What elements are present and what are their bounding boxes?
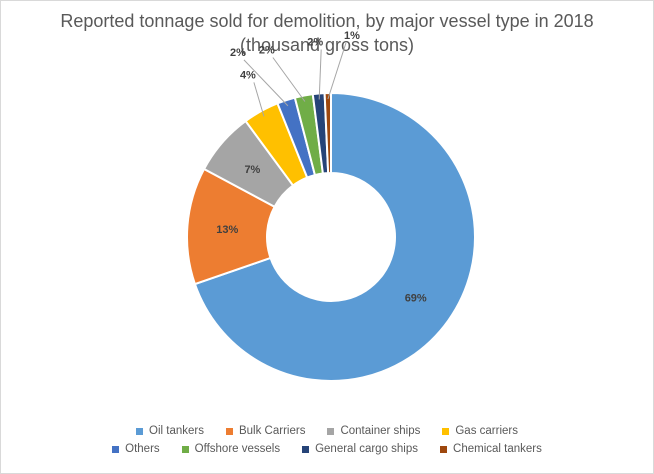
legend-swatch bbox=[112, 445, 120, 453]
leader-line bbox=[243, 59, 289, 107]
legend-label: Chemical tankers bbox=[453, 443, 542, 455]
legend-item-container-ships: Container ships bbox=[327, 425, 420, 437]
legend-swatch bbox=[442, 427, 450, 435]
legend-swatch bbox=[302, 445, 310, 453]
chart-title-line-1: Reported tonnage sold for demolition, by… bbox=[60, 11, 594, 31]
leader-line bbox=[318, 49, 322, 100]
legend-label: Bulk Carriers bbox=[238, 425, 306, 437]
legend-item-chemical-tankers: Chemical tankers bbox=[440, 443, 542, 455]
data-label: 2% bbox=[307, 37, 323, 49]
legend-row: Oil tankers Bulk Carriers Container ships G… bbox=[1, 425, 653, 437]
legend-item-oil-tankers: Oil tankers bbox=[136, 425, 204, 437]
legend-swatch bbox=[181, 445, 189, 453]
data-labels: 69% 13% 7% 4% 2% 2% 2% 1% bbox=[216, 30, 427, 304]
legend-swatch bbox=[136, 427, 144, 435]
leader-lines bbox=[243, 42, 347, 117]
legend-label: Gas carriers bbox=[455, 425, 518, 437]
data-label: 2% bbox=[230, 47, 246, 59]
chart-title: Reported tonnage sold for demolition, by… bbox=[1, 9, 653, 57]
data-label: 7% bbox=[244, 164, 260, 176]
legend-swatch bbox=[225, 427, 233, 435]
legend-item-gas-carriers: Gas carriers bbox=[442, 425, 518, 437]
slice-chemical-tankers bbox=[323, 91, 332, 175]
legend-label: Oil tankers bbox=[149, 425, 204, 437]
data-label: 2% bbox=[259, 44, 275, 56]
legend-label: General cargo ships bbox=[315, 443, 419, 455]
donut-chart: 69% 13% 7% 4% 2% 2% 2% 1% bbox=[186, 30, 476, 382]
slice-oil-tankers bbox=[193, 91, 476, 382]
data-label: 4% bbox=[240, 69, 256, 81]
chart-legend: Oil tankers Bulk Carriers Container ships G… bbox=[1, 425, 653, 461]
data-label: 13% bbox=[216, 224, 238, 236]
leader-line bbox=[327, 42, 347, 100]
legend-swatch bbox=[440, 445, 448, 453]
leader-line bbox=[272, 57, 306, 102]
legend-label: Offshore vessels bbox=[194, 443, 281, 455]
leader-line bbox=[253, 82, 265, 117]
legend-item-offshore-vessels: Offshore vessels bbox=[181, 443, 281, 455]
legend-item-others: Others bbox=[112, 443, 160, 455]
legend-swatch bbox=[327, 427, 335, 435]
legend-item-bulk-carriers: Bulk Carriers bbox=[225, 425, 306, 437]
donut-slices bbox=[186, 91, 476, 382]
data-label: 69% bbox=[405, 292, 427, 304]
data-label: 1% bbox=[344, 30, 360, 42]
legend-item-general-cargo-ships: General cargo ships bbox=[302, 443, 418, 455]
chart-title-line-2: (thousand gross tons) bbox=[239, 35, 415, 55]
legend-label: Others bbox=[125, 443, 160, 455]
legend-label: Container ships bbox=[340, 425, 421, 437]
legend-row: Others Offshore vessels General cargo ship… bbox=[1, 443, 653, 455]
